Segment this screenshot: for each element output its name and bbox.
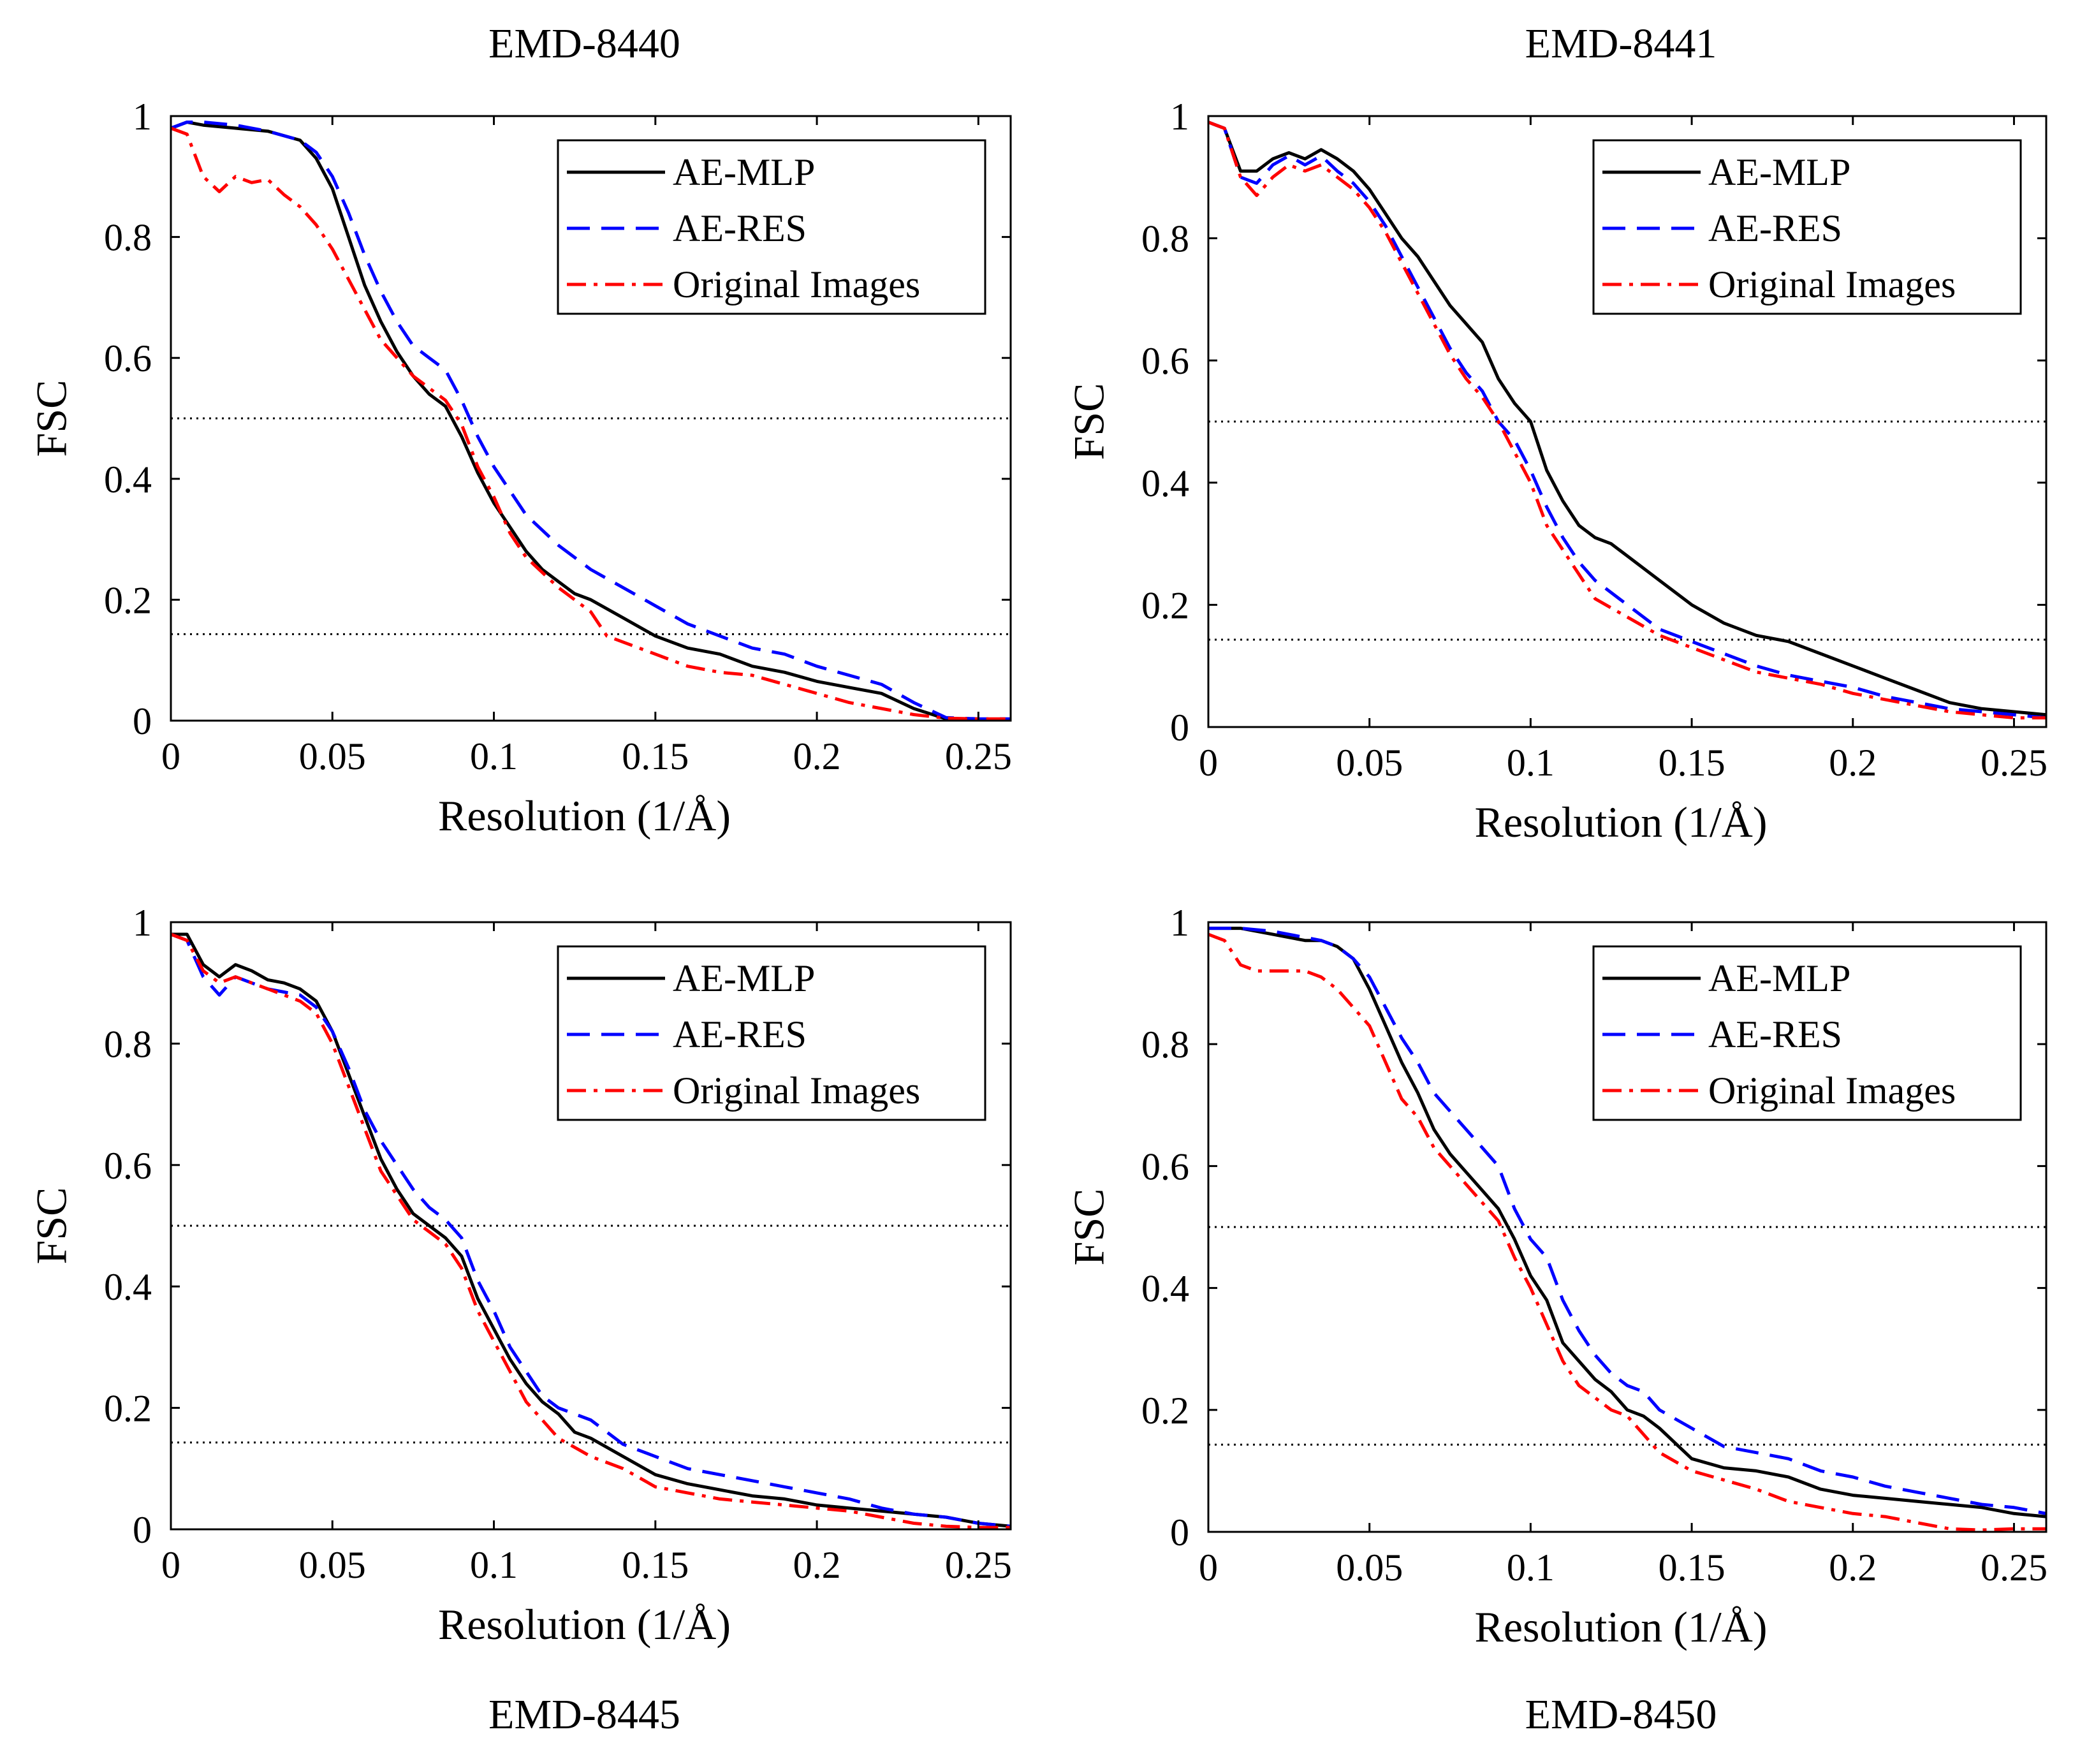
y-tick-label: 0 [1170, 1511, 1189, 1554]
series-line-ae-mlp [170, 121, 1011, 721]
x-tick-label: 0.2 [1829, 742, 1877, 784]
legend-label: AE-MLP [1708, 151, 1850, 193]
y-tick-label: 0.4 [1141, 1268, 1189, 1310]
y-tick-label: 0.2 [1141, 584, 1189, 626]
y-axis-label: FSC [1065, 1189, 1113, 1266]
y-tick-label: 1 [133, 96, 152, 138]
legend-label: Original Images [1708, 263, 1956, 305]
series-line-ae-res [170, 121, 1011, 721]
chart-title: EMD-8445 [488, 1691, 680, 1738]
legend-label: AE-MLP [673, 957, 815, 999]
chart-title: EMD-8440 [488, 20, 680, 67]
x-tick-label: 0.05 [299, 1544, 366, 1586]
x-tick-label: 0 [161, 735, 180, 777]
chart-panel-2: EMD-8441 0 0.05 0.1 0.15 0.2 0.25 0 0.2 0.4 0.6 0.8… [1065, 20, 2047, 846]
series-line-ae-mlp [171, 932, 1011, 1528]
y-tick-label: 0.6 [104, 1145, 152, 1187]
y-tick-label: 0 [133, 700, 152, 742]
y-tick-label: 1 [1170, 96, 1189, 138]
x-tick-label: 0.25 [945, 735, 1012, 777]
y-tick-label: 0.4 [104, 459, 152, 501]
x-tick-label: 0 [161, 1544, 180, 1586]
legend-label: Original Images [1708, 1069, 1956, 1112]
y-tick-label: 0.4 [104, 1266, 152, 1308]
series-line-original-images [170, 126, 1011, 721]
y-tick-label: 1 [133, 902, 152, 944]
legend-label: AE-RES [673, 207, 807, 249]
x-tick-label: 0.05 [1336, 1547, 1403, 1589]
x-tick-label: 0.1 [470, 735, 518, 777]
plot-frame [1207, 921, 2047, 1533]
x-tick-label: 0.2 [1829, 1547, 1877, 1589]
chart-title: EMD-8450 [1525, 1691, 1717, 1738]
series-line-ae-res [1208, 121, 2047, 720]
legend-box [557, 945, 986, 1121]
y-tick-label: 0 [133, 1509, 152, 1551]
y-axis-label: FSC [27, 1187, 76, 1265]
y-tick-label: 0.6 [1141, 340, 1189, 382]
legend-label: AE-RES [1708, 1013, 1842, 1055]
x-tick-label: 0.1 [470, 1544, 518, 1586]
x-tick-label: 0.15 [1659, 1547, 1725, 1589]
y-tick-label: 1 [1170, 902, 1189, 944]
legend-label: Original Images [673, 263, 920, 305]
legend-label: AE-MLP [673, 151, 815, 193]
y-tick-label: 0.8 [1141, 218, 1189, 260]
legend: AE-MLP AE-RES Original Images [557, 945, 986, 1121]
y-tick-label: 0.2 [104, 1388, 152, 1430]
legend-label: AE-RES [673, 1013, 807, 1055]
x-tick-label: 0.15 [1659, 742, 1725, 784]
x-tick-label: 0.05 [1336, 742, 1403, 784]
y-tick-label: 0.6 [104, 337, 152, 379]
series-line-original-images [170, 932, 1011, 1529]
y-tick-label: 0.2 [1141, 1390, 1189, 1432]
x-tick-label: 0.05 [299, 735, 366, 777]
y-tick-label: 0.6 [1141, 1145, 1189, 1187]
plot-frame [1207, 115, 2047, 728]
series-line-original-images [1208, 121, 2046, 720]
plot-frame [170, 115, 1012, 722]
legend-label: Original Images [673, 1069, 920, 1112]
x-axis-label: Resolution (1/Å) [1475, 1603, 1768, 1651]
legend-label: AE-MLP [1708, 957, 1850, 999]
x-tick-label: 0.15 [622, 1544, 689, 1586]
x-tick-label: 0.25 [1981, 742, 2047, 784]
legend-box [557, 139, 986, 315]
y-tick-label: 0.8 [1141, 1024, 1189, 1066]
chart-panel-1: EMD-8440 0 0.05 0.1 0.15 0.2 0.25 0 0.2 0.4 0.6 0.8… [27, 20, 1012, 840]
x-tick-label: 0.15 [622, 735, 689, 777]
chart-title: EMD-8441 [1525, 20, 1717, 67]
y-tick-label: 0 [1170, 707, 1189, 749]
x-tick-label: 0.25 [1981, 1547, 2047, 1589]
series-line-ae-mlp [1208, 121, 2047, 717]
x-axis-label: Resolution (1/Å) [438, 791, 731, 840]
y-tick-label: 0.4 [1141, 462, 1189, 504]
y-axis-label: FSC [27, 380, 76, 457]
y-tick-label: 0.8 [104, 1023, 152, 1065]
x-tick-label: 0 [1199, 742, 1218, 784]
plot-frame [170, 921, 1012, 1531]
x-tick-label: 0.25 [945, 1544, 1012, 1586]
x-tick-label: 0.2 [793, 1544, 841, 1586]
legend: AE-MLP AE-RES Original Images [557, 139, 986, 315]
x-axis-label: Resolution (1/Å) [1475, 798, 1768, 846]
x-tick-label: 0.1 [1507, 1547, 1555, 1589]
x-tick-label: 0.1 [1507, 742, 1555, 784]
x-tick-label: 0 [1199, 1547, 1218, 1589]
x-tick-label: 0.2 [793, 735, 841, 777]
legend: AE-MLP AE-RES Original Images [1592, 139, 2022, 315]
legend-label: AE-RES [1708, 207, 1842, 249]
chart-panel-4: EMD-8450 0 0.05 0.1 0.15 0.2 0.25 0 0.2 0.4 0.6 0.8… [1065, 902, 2047, 1738]
chart-panel-3: EMD-8445 0 0.05 0.1 0.15 0.2 0.25 0 0.2 0.4 0.6 0.8… [27, 902, 1012, 1738]
y-axis-label: FSC [1065, 383, 1113, 460]
y-tick-label: 0.2 [104, 579, 152, 621]
series-line-ae-res [1208, 927, 2047, 1515]
legend-box [1592, 945, 2022, 1121]
legend: AE-MLP AE-RES Original Images [1592, 945, 2022, 1121]
y-tick-label: 0.8 [104, 217, 152, 259]
x-axis-label: Resolution (1/Å) [438, 1600, 731, 1649]
legend-box [1592, 139, 2022, 315]
